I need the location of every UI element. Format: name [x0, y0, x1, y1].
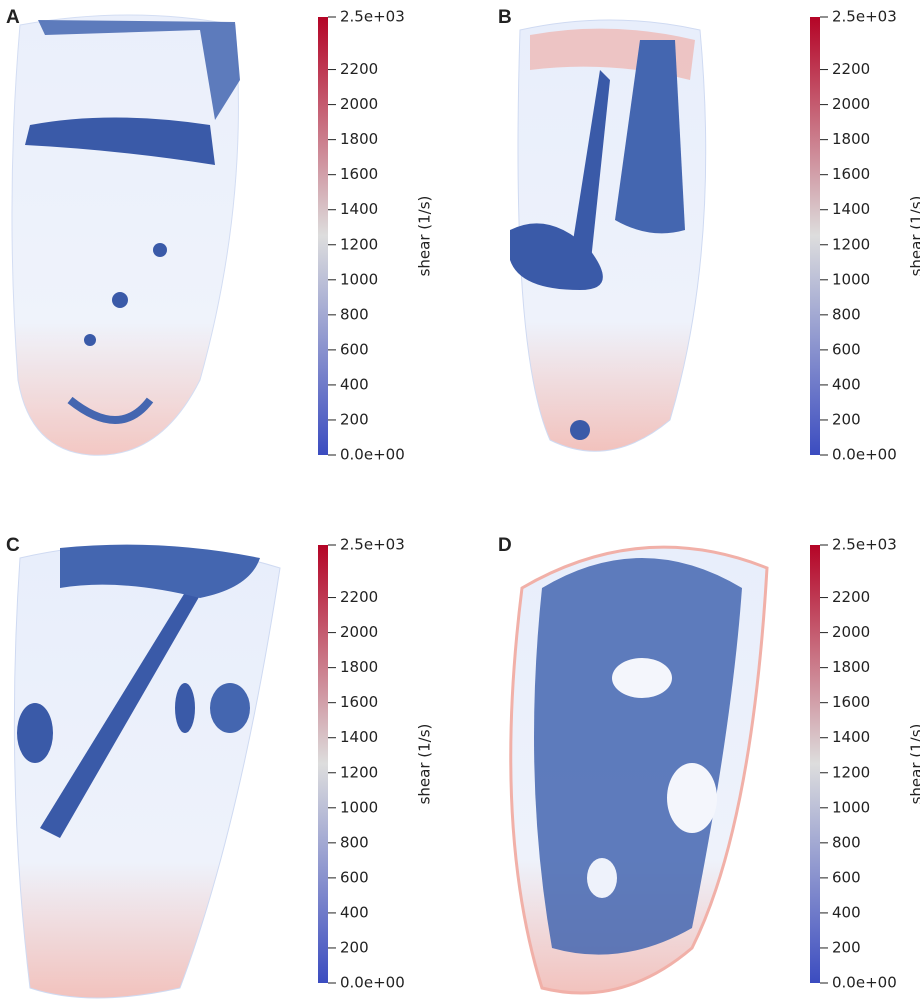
tick-label: 1000 [832, 798, 870, 816]
tick-label: 2000 [340, 95, 378, 113]
tick-label: 1600 [832, 165, 870, 183]
tick-label: 2200 [832, 588, 870, 606]
render-d [509, 545, 769, 995]
render-c [13, 544, 281, 999]
tick-label: 1400 [340, 200, 378, 218]
colorbar [318, 17, 328, 455]
panel: C 0.0e+00 200 400 600 800 1000 1200 1400 1600 1800… [6, 535, 434, 991]
tick-label: 600 [832, 868, 861, 886]
colorbar [810, 545, 820, 983]
colorbar-label: shear (1/s) [908, 724, 920, 805]
tick-label: 400 [832, 903, 861, 921]
tick-label: 1400 [832, 200, 870, 218]
tick-label: 1600 [340, 693, 378, 711]
tick-label: 1200 [832, 763, 870, 781]
panel: D 0.0e+00 200 400 600 800 1000 1200 1400 1600 1800… [498, 535, 920, 991]
tick-label: 1600 [832, 693, 870, 711]
panel-letter: C [6, 535, 20, 556]
tick-label: 800 [340, 833, 369, 851]
render-a [11, 14, 240, 456]
tick-label: 2.5e+03 [340, 536, 405, 554]
tick-label: 1000 [832, 270, 870, 288]
colorbar-label: shear (1/s) [908, 196, 920, 277]
tick-label: 2200 [340, 60, 378, 78]
tick-label: 200 [340, 938, 369, 956]
tick-label: 400 [340, 375, 369, 393]
tick-label: 0.0e+00 [832, 974, 897, 992]
tick-label: 0.0e+00 [340, 974, 405, 992]
tick-label: 1800 [832, 658, 870, 676]
panel-letter: B [498, 7, 512, 28]
tick-label: 600 [832, 340, 861, 358]
render-b [510, 19, 707, 452]
colorbar [810, 17, 820, 455]
tick-label: 1400 [340, 728, 378, 746]
tick-label: 200 [832, 938, 861, 956]
tick-label: 1800 [340, 658, 378, 676]
tick-label: 2000 [832, 623, 870, 641]
tick-label: 600 [340, 868, 369, 886]
tick-label: 400 [340, 903, 369, 921]
tick-label: 2200 [340, 588, 378, 606]
tick-label: 800 [832, 833, 861, 851]
tick-label: 1400 [832, 728, 870, 746]
tick-label: 2.5e+03 [832, 8, 897, 26]
tick-label: 200 [340, 410, 369, 428]
tick-label: 1200 [340, 763, 378, 781]
tick-label: 1000 [340, 798, 378, 816]
tick-label: 1800 [340, 130, 378, 148]
tick-label: 0.0e+00 [832, 446, 897, 464]
panel: B 0.0e+00 200 400 600 800 1000 1200 1400 1600 1800… [498, 7, 920, 463]
colorbar-label: shear (1/s) [416, 724, 434, 805]
colorbar-label: shear (1/s) [416, 196, 434, 277]
tick-label: 2.5e+03 [832, 536, 897, 554]
tick-label: 800 [340, 305, 369, 323]
tick-label: 2000 [832, 95, 870, 113]
tick-label: 1600 [340, 165, 378, 183]
tick-label: 1200 [340, 235, 378, 253]
tick-label: 800 [832, 305, 861, 323]
tick-label: 1000 [340, 270, 378, 288]
tick-label: 400 [832, 375, 861, 393]
panel-letter: A [6, 7, 20, 28]
tick-label: 600 [340, 340, 369, 358]
tick-label: 0.0e+00 [340, 446, 405, 464]
tick-label: 1200 [832, 235, 870, 253]
tick-label: 200 [832, 410, 861, 428]
colorbar [318, 545, 328, 983]
tick-label: 2200 [832, 60, 870, 78]
panel: A 0.0e+00 200 400 600 800 1000 1200 1400 1600 1800… [6, 7, 434, 463]
tick-label: 1800 [832, 130, 870, 148]
tick-label: 2000 [340, 623, 378, 641]
tick-label: 2.5e+03 [340, 8, 405, 26]
panel-letter: D [498, 535, 512, 556]
